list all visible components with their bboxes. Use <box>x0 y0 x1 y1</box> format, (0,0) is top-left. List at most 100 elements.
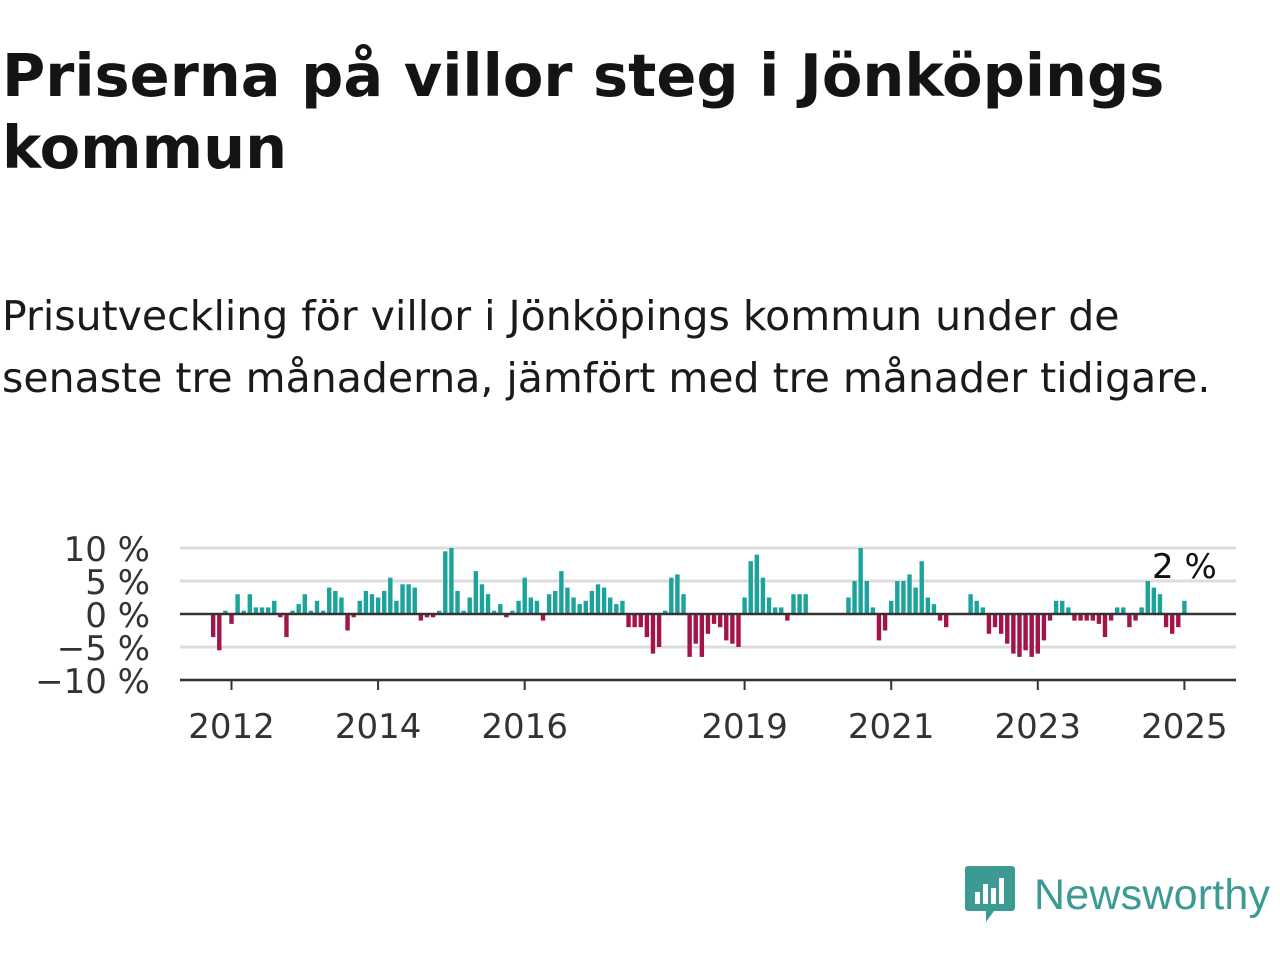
bar <box>766 597 772 614</box>
bar <box>1169 614 1175 634</box>
bar <box>632 614 637 628</box>
bar <box>1084 614 1089 621</box>
bar <box>901 581 906 614</box>
bar <box>1139 607 1144 614</box>
bar <box>1053 600 1059 614</box>
bar <box>1157 594 1163 614</box>
bar <box>650 614 656 654</box>
bar <box>443 551 448 614</box>
bar <box>656 614 662 647</box>
brand-name: Newsworthy <box>1034 870 1271 919</box>
bar <box>1060 600 1065 614</box>
bar <box>516 600 521 614</box>
bar <box>662 610 668 614</box>
bar <box>308 610 314 614</box>
bar <box>571 597 576 614</box>
bar <box>455 590 460 614</box>
bar <box>711 614 717 624</box>
bar <box>333 590 338 614</box>
bar <box>1182 600 1187 614</box>
price-change-chart: 10 %5 %0 %−5 %−10 % 2012 2014 2016 2019 2021 2… <box>35 530 1236 747</box>
bar <box>1151 587 1157 614</box>
bar <box>669 577 674 614</box>
x-tick-label: 2025 <box>1141 707 1228 747</box>
bar <box>394 600 399 614</box>
y-tick-label: −5 % <box>57 629 150 669</box>
bar <box>314 600 320 614</box>
page-subtitle: Prisutveckling för villor i Jönköpings k… <box>2 292 1211 402</box>
last-value-label: 2 % <box>1152 547 1217 587</box>
bar <box>229 614 234 624</box>
axes <box>180 612 1236 690</box>
bar <box>724 614 729 641</box>
bar <box>375 597 381 614</box>
bar <box>852 581 857 614</box>
bar <box>1066 607 1071 614</box>
bar <box>1035 614 1040 654</box>
bar <box>858 548 863 614</box>
bar <box>235 594 240 614</box>
bar <box>730 614 735 644</box>
bar <box>882 614 888 631</box>
x-tick-label: 2014 <box>335 707 422 747</box>
bar <box>760 577 766 614</box>
bar <box>583 600 588 614</box>
bar <box>889 600 894 614</box>
bar <box>614 604 619 614</box>
bar <box>931 604 937 614</box>
bar <box>772 607 778 614</box>
bar <box>210 614 216 638</box>
bar <box>1133 614 1138 621</box>
bar <box>675 574 680 614</box>
bar <box>595 584 601 614</box>
bar <box>986 614 992 634</box>
bar <box>1041 614 1047 641</box>
bar <box>241 610 246 614</box>
bar <box>467 597 472 614</box>
bar <box>253 607 259 614</box>
bar <box>1029 614 1034 657</box>
bar <box>418 614 424 621</box>
bar <box>302 594 307 614</box>
bar <box>577 604 582 614</box>
bar <box>797 594 802 614</box>
bar <box>864 581 869 614</box>
bar <box>785 614 790 621</box>
bar <box>522 577 527 614</box>
bar <box>278 614 283 618</box>
bar <box>290 610 295 614</box>
bar <box>296 604 301 614</box>
bar <box>687 614 692 657</box>
bar <box>803 594 808 614</box>
bar <box>406 584 411 614</box>
bar <box>491 610 497 614</box>
bar <box>1072 614 1077 621</box>
bar <box>913 587 918 614</box>
bar <box>681 594 686 614</box>
bar <box>1090 614 1095 621</box>
bar <box>388 577 393 614</box>
bar <box>980 607 986 614</box>
bar <box>1017 614 1022 657</box>
bar <box>320 610 326 614</box>
bar <box>498 604 503 614</box>
bar <box>479 584 485 614</box>
bar <box>247 594 253 614</box>
bar <box>553 590 558 614</box>
bar <box>925 597 931 614</box>
bar <box>693 614 698 644</box>
bar <box>1115 607 1120 614</box>
bar <box>870 607 876 614</box>
bar <box>528 597 534 614</box>
bar <box>1096 614 1102 624</box>
bar <box>259 607 265 614</box>
bar <box>1011 614 1016 654</box>
bar <box>998 614 1004 634</box>
bar <box>284 614 289 638</box>
newsworthy-logo-icon <box>965 866 1015 922</box>
labels: 10 %5 %0 %−5 %−10 % 2012 2014 2016 2019 2021 2… <box>35 530 1228 747</box>
bar <box>779 607 784 614</box>
bar <box>339 597 344 614</box>
bar <box>1078 614 1083 621</box>
bar <box>608 597 613 614</box>
